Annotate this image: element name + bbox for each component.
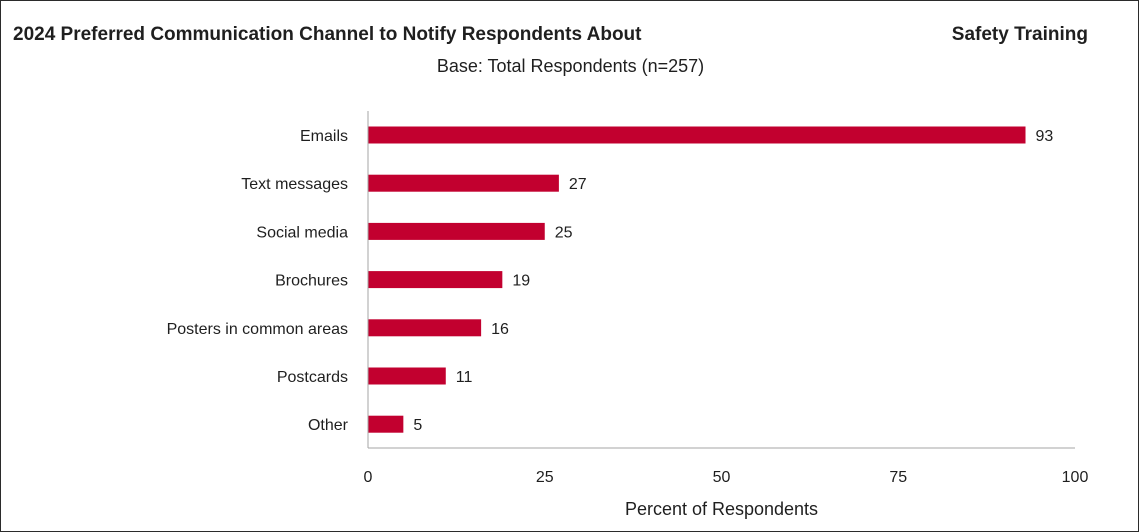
bar — [368, 367, 446, 385]
data-label: 16 — [491, 321, 509, 338]
bar — [368, 222, 545, 240]
bar — [368, 319, 482, 337]
data-label: 19 — [512, 273, 530, 290]
data-label: 27 — [569, 176, 587, 193]
x-tick-label: 75 — [889, 469, 907, 486]
data-label: 25 — [555, 224, 573, 241]
data-label: 93 — [1036, 128, 1054, 145]
bar — [368, 271, 503, 289]
category-label: Emails — [300, 128, 348, 145]
bar — [368, 415, 404, 433]
x-axis-title: Percent of Respondents — [625, 499, 818, 519]
data-label: 5 — [413, 417, 422, 434]
category-label: Posters in common areas — [167, 321, 348, 338]
bar — [368, 126, 1026, 144]
category-label: Social media — [256, 224, 348, 241]
chart-title: 2024 Preferred Communication Channel to … — [13, 24, 642, 45]
chart-subtitle: Base: Total Respondents (n=257) — [436, 56, 705, 76]
category-label: Postcards — [277, 369, 348, 386]
chart-title-continued: Safety Training — [951, 24, 1088, 45]
category-label: Brochures — [275, 273, 348, 290]
data-label: 11 — [456, 369, 473, 386]
category-label: Text messages — [241, 176, 348, 193]
x-tick-label: 25 — [536, 469, 554, 486]
x-tick-label: 100 — [1062, 469, 1089, 486]
category-label: Other — [308, 417, 349, 434]
bar — [368, 174, 559, 192]
x-tick-label: 0 — [364, 469, 373, 486]
x-tick-label: 50 — [713, 469, 731, 486]
